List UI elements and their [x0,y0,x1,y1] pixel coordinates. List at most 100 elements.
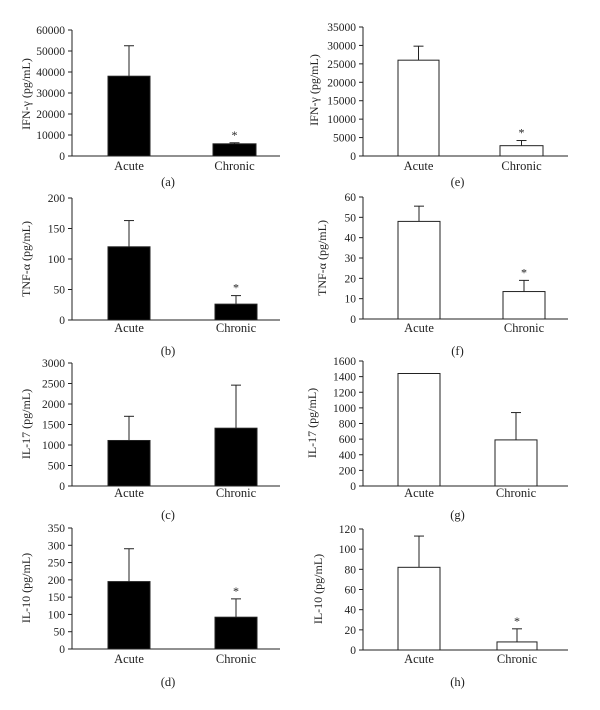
y-tick-label: 35000 [327,22,356,34]
y-axis-label: IL-10 (pg/mL) [19,553,33,623]
category-label: Acute [404,321,434,335]
chart-panel: 0 5000 10000 15000 20000 25000 30000 35000 Acute… [307,22,568,189]
y-tick-label: 50 [54,285,66,297]
y-tick-label: 60 [345,585,357,597]
y-tick-label: 200 [48,193,66,205]
y-tick-label: 5000 [333,133,356,145]
category-label: Chronic [496,486,537,500]
y-tick-label: 1600 [333,356,356,368]
y-tick-label: 800 [339,419,357,431]
y-tick-label: 25000 [327,59,356,71]
category-label: Acute [404,652,434,666]
y-tick-label: 60 [345,192,357,204]
significance-mark: * [519,126,525,140]
y-tick-label: 60000 [36,25,65,37]
bar [214,427,258,487]
y-tick-label: 600 [339,434,357,446]
y-tick-label: 0 [59,481,65,493]
bar [214,616,258,650]
bar [499,145,544,157]
category-label: Chronic [504,321,545,335]
y-tick-label: 200 [48,575,66,587]
y-tick-label: 1400 [333,372,356,384]
chart-panel: 0 10 20 30 40 50 60 Acute * Chronic TNF-α (pg/mL) (… [315,192,568,358]
y-tick-label: 0 [59,644,65,656]
y-tick-label: 120 [339,524,357,536]
panel-label: (f) [451,344,464,358]
y-tick-label: 350 [48,523,66,535]
significance-mark: * [233,584,239,598]
bar [107,246,151,321]
significance-mark: * [233,281,239,295]
y-axis-label: TNF-α (pg/mL) [315,220,329,296]
bar [494,439,538,487]
y-tick-label: 0 [59,315,65,327]
category-label: Acute [404,159,434,173]
y-tick-label: 80 [345,564,357,576]
y-tick-label: 100 [48,254,66,266]
significance-mark: * [521,265,527,279]
chart-panel: 0 50 100 150 200 Acute * Chronic TNF-α (pg/mL) (b… [19,193,280,358]
bar [107,75,151,157]
category-label: Chronic [216,321,257,335]
panel-label: (h) [450,675,465,689]
panel-label: (c) [161,508,175,522]
y-tick-label: 15000 [327,96,356,108]
panel-label: (b) [161,344,176,358]
category-label: Acute [114,321,144,335]
y-tick-label: 10 [345,294,357,306]
y-tick-label: 20 [345,273,357,285]
y-tick-label: 50000 [36,46,65,58]
y-axis-label: IL-17 (pg/mL) [19,389,33,459]
bar [397,220,441,320]
category-label: Chronic [216,652,257,666]
y-tick-label: 30000 [327,40,356,52]
y-axis-label: TNF-α (pg/mL) [19,221,33,297]
y-tick-label: 100 [339,544,357,556]
chart-panel: 0 10000 20000 30000 40000 50000 60000 Acute * Chr… [19,25,280,189]
bar [496,641,538,651]
y-tick-label: 0 [59,151,65,163]
significance-mark: * [232,128,238,142]
bar [214,303,258,321]
bar [107,581,151,650]
category-label: Chronic [214,159,255,173]
y-tick-label: 500 [48,461,66,473]
y-tick-label: 100 [48,609,66,621]
category-label: Chronic [497,652,538,666]
bar [212,143,257,157]
y-tick-label: 400 [339,450,357,462]
y-tick-label: 2500 [42,379,65,391]
bar [397,59,440,157]
y-tick-label: 50 [54,627,66,639]
y-tick-label: 30 [345,253,357,265]
y-tick-label: 150 [48,592,66,604]
y-tick-label: 2000 [42,399,65,411]
y-tick-label: 1500 [42,420,65,432]
bar [397,566,441,651]
y-tick-label: 1000 [333,403,356,415]
category-label: Chronic [216,486,257,500]
panel-label: (d) [161,675,176,689]
y-tick-label: 250 [48,558,66,570]
chart-panel: 0 20 40 60 80 100 120 Acute * Chronic IL-10 (pg/mL… [311,524,568,689]
chart-panel: 0 200 400 600 800 1000 1200 1400 1600 Acute Chroni… [305,356,568,522]
y-tick-label: 40 [345,605,357,617]
category-label: Acute [114,159,144,173]
y-axis-label: IFN-γ (pg/mL) [307,54,321,126]
bar [107,439,151,487]
y-tick-label: 20 [345,625,357,637]
panel-label: (g) [450,508,465,522]
chart-panel: 0 50 100 150 200 250 300 350 Acute * Chronic IL-10 … [19,523,280,689]
y-tick-label: 50 [345,212,357,224]
y-tick-label: 0 [350,481,356,493]
category-label: Acute [114,486,144,500]
significance-mark: * [514,614,520,628]
y-tick-label: 200 [339,465,357,477]
y-axis-label: IL-17 (pg/mL) [305,388,319,458]
category-label: Acute [404,486,434,500]
panel-label: (a) [161,175,175,189]
y-axis-label: IFN-γ (pg/mL) [19,58,33,130]
y-tick-label: 1000 [42,440,65,452]
y-tick-label: 10000 [36,130,65,142]
